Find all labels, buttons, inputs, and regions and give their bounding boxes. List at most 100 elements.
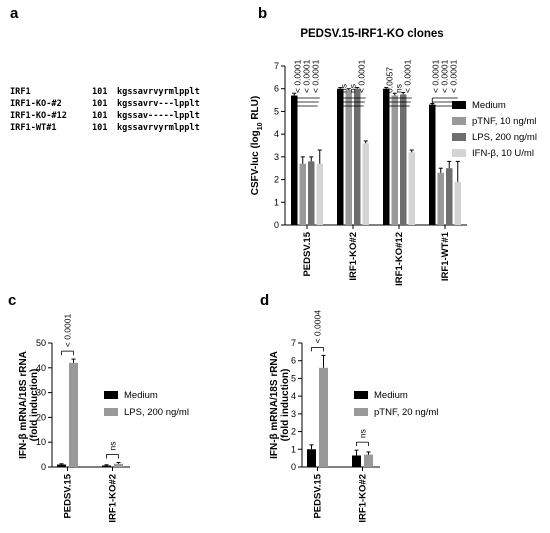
y-tick-label: 0 [41,462,46,472]
y-tick-label: 40 [36,363,46,373]
x-tick-label: PEDSV.15 [63,473,74,518]
bar [69,362,78,467]
legend-label: LPS, 200 ng/ml [472,132,537,143]
x-tick-label: IRF1-KO#2 [348,232,359,281]
bar [114,463,123,467]
seq-position: 101 [92,111,108,121]
x-tick-label: IRF1-KO#2 [358,474,369,523]
bar [429,104,436,225]
significance-label: < 0.0001 [301,59,311,93]
bar [291,95,298,226]
y-tick-label: 0 [291,462,296,472]
chart-title: PEDSV.15-IRF1-KO clones [300,28,443,40]
bar [299,163,306,225]
significance-label: ns [108,442,118,451]
bar [362,143,369,225]
y-axis-label: CSFV-luc (log10 RLU) [250,96,264,195]
significance-label: ns [347,84,357,93]
significance-label: < 0.0001 [292,59,302,93]
seq-name: IRF1-WT#1 [10,123,57,133]
seq-residues: kgssavrvyrmlpplt [117,87,200,97]
y-tick-label: 1 [274,197,279,207]
x-tick-label: IRF1-WT#1 [440,231,451,281]
bar [446,168,453,225]
x-tick-label: IRF1-KO#12 [394,232,405,286]
significance-label: < 0.0001 [448,59,458,93]
legend-label: Medium [472,100,506,111]
significance-label: < 0.0001 [63,314,73,348]
y-axis-label: IFN-β mRNA/18S rRNA [269,351,280,459]
panel-letter-c: c [8,292,16,309]
seq-position: 101 [92,123,108,133]
seq-name: IRF1-KO-#12 [10,111,67,121]
legend-swatch [452,101,466,109]
legend-swatch [104,391,118,399]
seq-residues: kgssav-----lpplt [117,111,200,121]
seq-position: 101 [92,87,108,97]
y-tick-label: 6 [291,356,296,366]
sequence-alignment: IRF1 101 kgssavrvyrmlpplt IRF1-KO-#2 101… [10,87,200,133]
legend-label: Medium [124,390,158,401]
bar [408,152,415,225]
legend-swatch [452,117,466,125]
y-tick-label: 4 [274,129,279,139]
bar [354,88,361,225]
chart-b: PEDSV.15-IRF1-KO clones 0 1 2 3 4 5 6 7 CSFV-luc … [250,28,537,286]
bar [337,88,344,225]
panel-letter-b: b [258,5,267,22]
seq-residues: kgssavrvyrmlpplt [117,123,200,133]
significance-label: ns [358,429,368,438]
y-tick-label: 5 [274,106,279,116]
chart-d: 0 1 2 3 4 5 6 7 IFN-β mRNA/18S rRNA (fold inducti… [269,310,438,523]
y-tick-label: 7 [274,61,279,71]
legend-swatch [354,391,368,399]
significance-label: ns [393,84,403,93]
y-axis-label: (fold induction) [29,369,40,442]
bar [316,163,323,225]
bar [345,89,352,225]
y-tick-label: 2 [291,427,296,437]
bar [383,88,390,225]
x-tick-label: PEDSV.15 [302,231,313,276]
legend-swatch [452,149,466,157]
bar [352,455,361,467]
panel-letter-d: d [260,292,269,309]
legend-swatch [354,408,368,416]
y-tick-label: 3 [274,152,279,162]
seq-name: IRF1 [10,87,31,97]
y-axis-label: (fold induction) [280,369,291,442]
x-tick-label: IRF1-KO#2 [108,474,119,523]
legend-label: IFN-β, 10 U/ml [472,148,534,159]
y-tick-label: 2 [274,175,279,185]
significance-label: < 0.0001 [439,59,449,93]
y-tick-label: 30 [36,388,46,398]
legend-swatch [452,133,466,141]
bar [102,465,111,467]
bar [454,181,461,225]
bar [364,454,373,467]
seq-name: IRF1-KO-#2 [10,99,62,109]
significance-label: < 0.0001 [430,59,440,93]
legend-label: pTNF, 10 ng/ml [472,116,536,127]
y-axis-label: IFN-β mRNA/18S rRNA [18,351,29,459]
y-tick-label: 4 [291,391,296,401]
significance-label: < 0.0004 [313,310,323,344]
bar [308,161,315,225]
significance-label: < 0.0001 [310,59,320,93]
chart-c: 0 10 20 30 40 50 IFN-β mRNA/18S rRNA (fold indu… [18,314,189,523]
y-tick-label: 6 [274,84,279,94]
bar [437,172,444,225]
y-tick-label: 10 [36,437,46,447]
bar [391,95,398,226]
significance-label: 0.0057 [384,67,394,93]
seq-position: 101 [92,99,108,109]
y-tick-label: 5 [291,373,296,383]
x-tick-label: PEDSV.15 [313,473,324,518]
significance-label: ns [338,84,348,93]
y-tick-label: 20 [36,412,46,422]
y-tick-label: 50 [36,338,46,348]
y-tick-label: 3 [291,409,296,419]
bar [319,367,328,467]
legend-label: pTNF, 20 ng/ml [374,407,438,418]
